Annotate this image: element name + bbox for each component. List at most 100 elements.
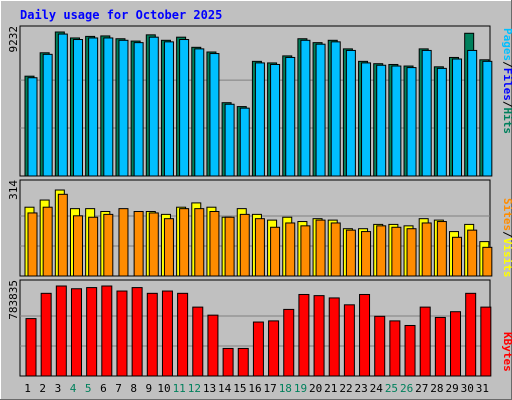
x-tick-label-25: 25 [385,382,398,395]
bar-files-24 [376,64,387,177]
x-tick-label-7: 7 [115,382,122,395]
bar-kbytes-23 [359,293,371,377]
bar-files-3 [57,33,68,177]
x-tick-label-22: 22 [339,382,352,395]
bar-files-19 [300,39,311,177]
x-tick-label-10: 10 [157,382,170,395]
bar-files-7 [118,39,129,177]
bar-kbytes-20 [313,295,325,377]
bar-files-2 [42,53,53,177]
bar-sites-9 [148,212,159,277]
x-tick-label-20: 20 [309,382,322,395]
x-axis-labels: 1 2 3 4 5 6 7 8 9 10 11 12 13 14 15 16 17 18 19 20 21 22 23 24 2… [24,382,489,395]
bar-files-26 [406,67,417,177]
bar-kbytes-3 [55,285,67,377]
bar-sites-12 [194,208,205,277]
bar-files-25 [391,65,402,177]
legend-middle-sites: Sites [501,198,512,231]
chart-panels [19,25,493,377]
x-tick-label-13: 13 [203,382,216,395]
bar-sites-29 [452,236,463,277]
bar-files-18 [285,56,296,177]
bar-files-21 [330,41,341,177]
bar-sites-20 [315,219,326,277]
bar-sites-11 [179,208,190,277]
x-tick-label-27: 27 [415,382,428,395]
bar-kbytes-19 [298,293,310,377]
x-tick-label-29: 29 [445,382,458,395]
bar-sites-25 [391,226,402,277]
bar-sites-23 [361,231,372,277]
bar-files-5 [88,37,99,177]
bar-sites-27 [421,222,432,277]
legend-bottom: KBytes [501,332,512,372]
bar-files-12 [194,48,205,177]
bar-files-16 [254,62,265,177]
bar-kbytes-27 [419,306,431,377]
bar-files-13 [209,53,220,177]
bar-kbytes-17 [268,320,280,377]
bar-kbytes-6 [101,285,113,377]
x-tick-label-9: 9 [146,382,153,395]
x-tick-label-8: 8 [130,382,137,395]
bar-files-23 [361,62,372,177]
bar-files-1 [27,77,38,177]
bar-sites-10 [163,218,174,277]
bar-sites-3 [57,193,68,277]
panel-top [19,25,493,177]
bar-sites-13 [209,211,220,277]
legend-bottom-kbytes: KBytes [501,332,512,372]
bar-kbytes-28 [434,316,446,377]
x-tick-label-19: 19 [294,382,307,395]
x-tick-label-26: 26 [400,382,413,395]
bar-sites-5 [88,216,99,277]
bar-sites-21 [330,222,341,277]
bar-sites-14 [224,216,235,277]
bar-kbytes-29 [450,311,462,377]
legend-top-separator: / [501,61,512,68]
bar-files-6 [103,37,114,177]
legend-middle-separator: / [501,231,512,238]
x-tick-label-2: 2 [39,382,46,395]
chart-title: Daily usage for October 2025 [20,8,222,22]
panel-bottom [19,279,492,377]
legend-top-separator: / [501,101,512,108]
x-tick-label-12: 12 [188,382,201,395]
bar-files-30 [467,49,478,177]
bar-kbytes-14 [222,347,234,377]
bar-files-14 [224,103,235,177]
bar-kbytes-22 [343,304,355,377]
x-tick-label-18: 18 [279,382,292,395]
bar-sites-24 [376,225,387,277]
bar-kbytes-5 [86,287,98,377]
legend-top: Pages/Files/Hits [501,28,512,134]
bar-kbytes-26 [404,324,416,377]
bar-files-20 [315,43,326,177]
bar-kbytes-16 [252,321,264,377]
bar-kbytes-10 [161,290,173,377]
bar-files-8 [133,42,144,177]
legend-top-pages: Pages [501,28,512,61]
y-max-label-middle: 314 [7,180,20,200]
bar-sites-22 [345,229,356,277]
bar-sites-19 [300,225,311,277]
x-tick-label-15: 15 [233,382,246,395]
x-tick-label-24: 24 [370,382,384,395]
x-tick-label-16: 16 [248,382,261,395]
bar-sites-8 [133,211,144,277]
bar-kbytes-15 [237,347,249,377]
bar-kbytes-13 [207,314,219,377]
bar-sites-1 [27,212,38,277]
bar-kbytes-21 [328,297,340,377]
bar-sites-16 [254,218,265,277]
bar-kbytes-25 [389,320,401,377]
x-tick-label-4: 4 [70,382,77,395]
x-tick-label-1: 1 [24,382,31,395]
legend-top-files: Files [501,68,512,101]
bar-kbytes-4 [70,288,82,377]
bar-sites-7 [118,208,129,277]
bar-kbytes-12 [192,306,204,377]
legend-middle-visits: Visits [501,238,512,278]
bar-kbytes-8 [131,287,143,377]
